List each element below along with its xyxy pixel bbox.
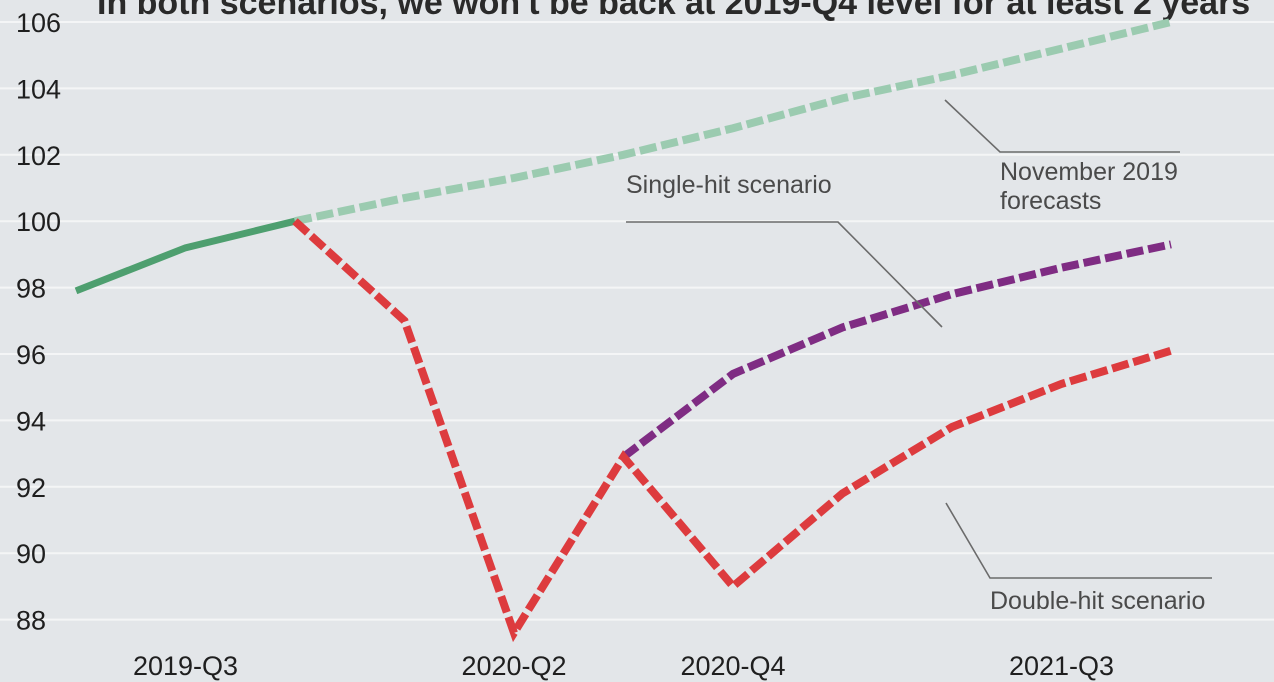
- y-tick-label: 100: [16, 207, 61, 237]
- chart-title: In both scenarios, we won't be back at 2…: [97, 0, 1250, 22]
- y-tick-label: 90: [16, 539, 46, 569]
- y-tick-label: 104: [16, 74, 61, 104]
- y-axis-ticks: 88 90 92 94 96 98 100 102 104 106: [16, 8, 61, 636]
- x-axis-ticks: 2019-Q3 2020-Q2 2020-Q4 2021-Q3: [133, 651, 1114, 681]
- annotation-label-double: Double-hit scenario: [990, 587, 1205, 615]
- series-line-actual: [74, 217, 296, 295]
- annotation-leader-double: [945, 502, 1212, 579]
- y-tick-label: 106: [16, 8, 61, 38]
- y-tick-label: 88: [16, 606, 46, 636]
- series-lines: [74, 18, 1173, 643]
- series-line-single: [621, 240, 1172, 461]
- y-tick-label: 96: [16, 340, 46, 370]
- annotation-label-forecast: forecasts: [1000, 187, 1101, 215]
- x-tick-label: 2020-Q4: [680, 651, 785, 681]
- y-tick-label: 102: [16, 141, 61, 171]
- y-tick-label: 94: [16, 406, 46, 436]
- y-tick-label: 92: [16, 473, 46, 503]
- annotation-leader-single: [626, 221, 943, 328]
- annotation-label-single: Single-hit scenario: [626, 171, 832, 199]
- annotation-label-forecast: November 2019: [1000, 158, 1178, 186]
- x-tick-label: 2019-Q3: [133, 651, 238, 681]
- gridlines: [0, 21, 1274, 621]
- x-tick-label: 2020-Q2: [461, 651, 566, 681]
- annotation-leader-forecast: [944, 99, 1180, 153]
- y-tick-label: 98: [16, 274, 46, 304]
- series-line-double: [292, 218, 1173, 643]
- x-tick-label: 2021-Q3: [1009, 651, 1114, 681]
- series-line-forecast: [294, 18, 1172, 226]
